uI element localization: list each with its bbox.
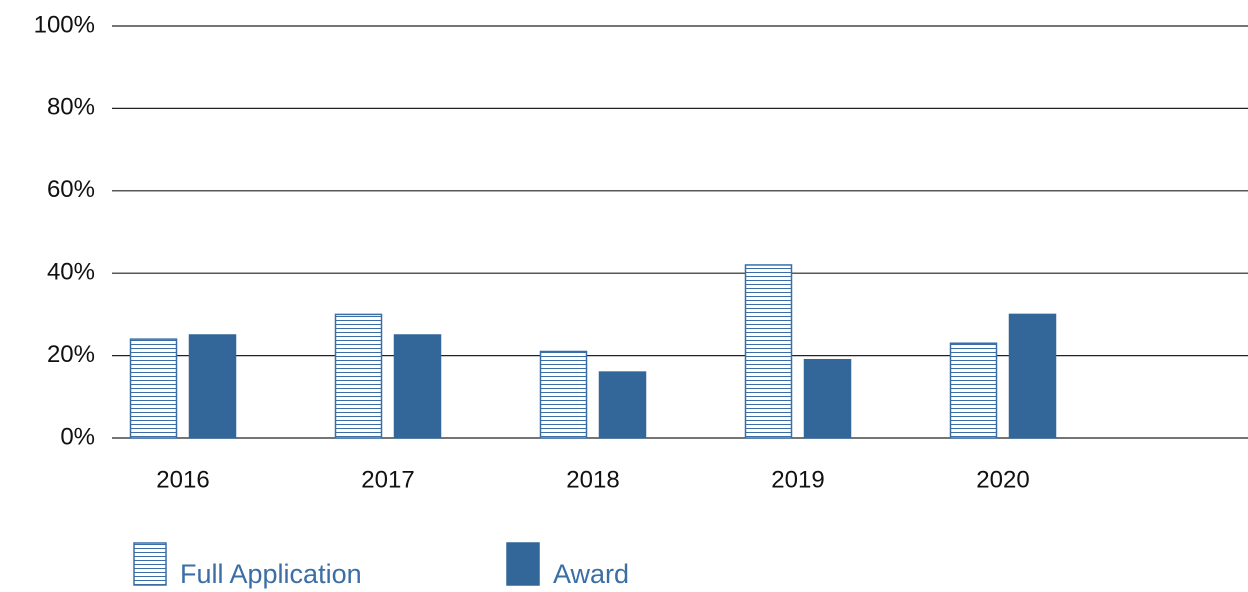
bar	[1008, 313, 1057, 439]
bar	[539, 350, 588, 439]
x-tick-label: 2017	[361, 466, 414, 493]
y-tick-label: 40%	[47, 259, 95, 286]
legend-swatch	[133, 542, 167, 586]
bar	[803, 358, 852, 439]
y-tick-label: 20%	[47, 341, 95, 368]
x-tick-label: 2016	[156, 466, 209, 493]
y-tick-label: 80%	[47, 94, 95, 121]
legend-label: Award	[553, 559, 629, 589]
bar	[744, 264, 793, 439]
x-tick-label: 2020	[976, 466, 1029, 493]
y-tick-label: 0%	[60, 423, 95, 450]
bar	[949, 342, 998, 439]
y-tick-label: 100%	[34, 11, 95, 38]
y-tick-label: 60%	[47, 176, 95, 203]
bar	[334, 313, 383, 439]
legend-swatch	[506, 542, 540, 586]
x-tick-label: 2019	[771, 466, 824, 493]
x-tick-label: 2018	[566, 466, 619, 493]
bar	[129, 338, 178, 439]
bar	[188, 334, 237, 439]
bar	[598, 371, 647, 439]
legend-label: Full Application	[180, 559, 362, 589]
bar	[393, 334, 442, 439]
